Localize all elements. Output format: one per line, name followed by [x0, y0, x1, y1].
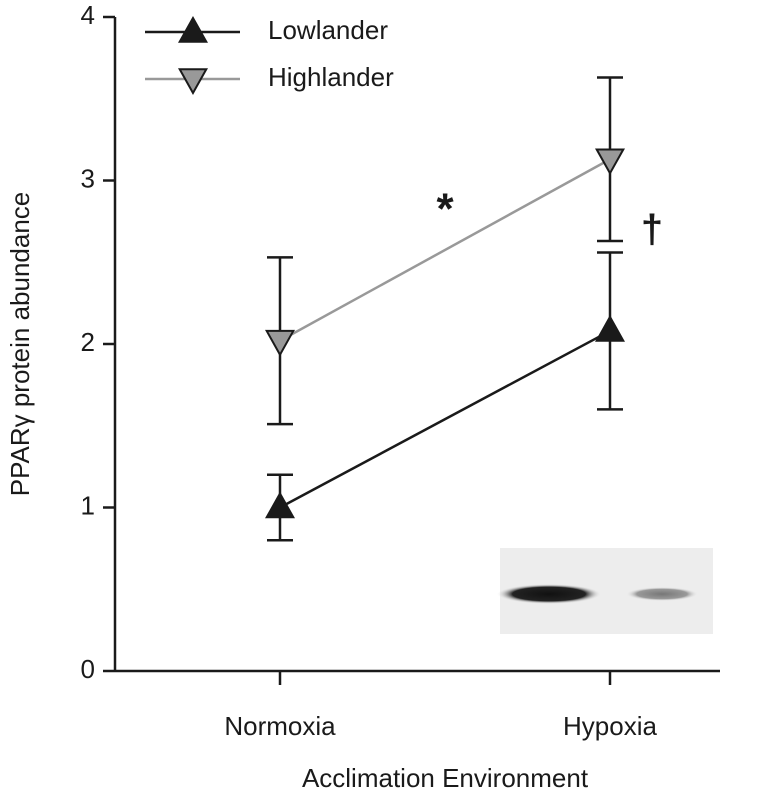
legend-marker: [177, 68, 209, 96]
y-axis-label: PPARγ protein abundance: [5, 192, 35, 497]
series-line: [279, 158, 611, 342]
marker: [264, 491, 296, 519]
marker: [264, 329, 296, 357]
y-tick-label: 2: [81, 327, 95, 357]
y-tick-label: 0: [81, 654, 95, 684]
marker: [594, 148, 626, 176]
y-tick-label: 3: [81, 163, 95, 193]
x-axis-label: Acclimation Environment: [302, 763, 589, 793]
y-tick-label: 1: [81, 490, 95, 520]
legend-label: Lowlander: [268, 15, 388, 45]
y-tick-label: 4: [81, 0, 95, 30]
annotation: *: [436, 185, 454, 234]
x-tick-label: Hypoxia: [563, 711, 657, 741]
marker: [594, 314, 626, 342]
series-line: [279, 329, 611, 509]
annotation: †: [641, 208, 663, 252]
blot-image: [497, 548, 713, 634]
legend-marker: [177, 15, 209, 43]
x-tick-label: Normoxia: [224, 711, 336, 741]
legend-label: Highlander: [268, 62, 394, 92]
